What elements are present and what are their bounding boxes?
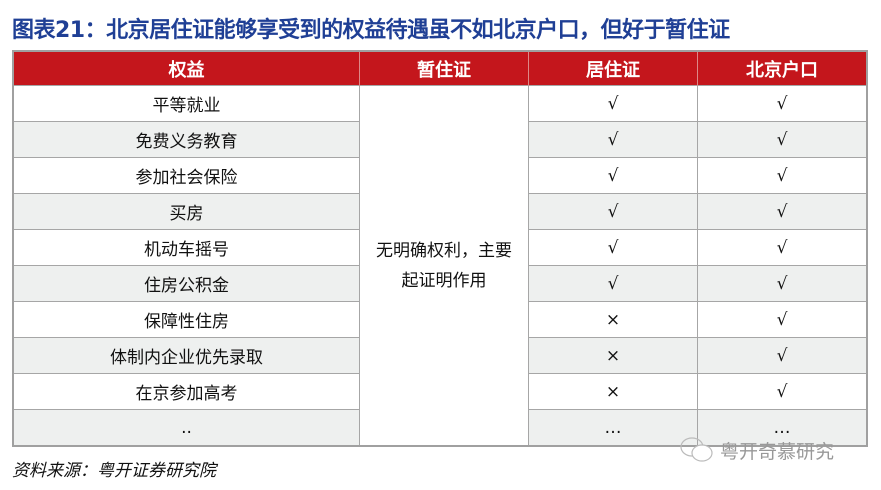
cell-right: 机动车摇号 — [12, 229, 360, 266]
cell-right: 参加社会保险 — [12, 157, 360, 194]
cell-beijing-hukou: √ — [697, 373, 868, 410]
watermark-text: 粤开奇慕研究 — [720, 440, 835, 463]
table-row: 在京参加高考 × √ — [12, 373, 868, 410]
table-row: 住房公积金 √ √ — [12, 265, 868, 302]
cell-right: 免费义务教育 — [12, 121, 360, 158]
temporary-permit-note: 无明确权利，主要起证明作用 — [376, 240, 512, 291]
cell-residence-permit: … — [528, 409, 698, 447]
cell-beijing-hukou: √ — [697, 193, 868, 230]
wechat-icon — [680, 437, 713, 462]
watermark: 粤开奇慕研究 — [680, 436, 834, 464]
cell-beijing-hukou: √ — [697, 337, 868, 374]
header-residence-permit: 居住证 — [528, 51, 698, 86]
table-row: 平等就业 无明确权利，主要起证明作用 √ √ — [12, 85, 868, 447]
header-temporary-permit: 暂住证 — [359, 51, 529, 86]
cell-right: 买房 — [12, 193, 360, 230]
cell-beijing-hukou: √ — [697, 85, 868, 122]
source-note: 资料来源：粤开证券研究院 — [12, 461, 216, 481]
table-row: 机动车摇号 √ √ — [12, 229, 868, 266]
cell-beijing-hukou: √ — [697, 265, 868, 302]
cell-residence-permit: × — [528, 373, 698, 410]
cell-beijing-hukou: √ — [697, 121, 868, 158]
cell-residence-permit: √ — [528, 121, 698, 158]
header-beijing-hukou: 北京户口 — [697, 51, 867, 86]
table-row: .. …… — [12, 409, 868, 447]
cell-right: 住房公积金 — [12, 265, 360, 302]
table-row: 参加社会保险 √ √ — [12, 157, 868, 194]
cell-right: 保障性住房 — [12, 301, 360, 338]
cell-beijing-hukou: √ — [697, 229, 868, 266]
cell-residence-permit: × — [528, 337, 698, 374]
table-row: 免费义务教育 √ √ — [12, 121, 868, 158]
cell-residence-permit: √ — [528, 193, 698, 230]
table-header-row: 权益 暂住证 居住证 北京户口 — [12, 51, 867, 86]
header-rights: 权益 — [12, 51, 360, 86]
cell-temporary-permit: 无明确权利，主要起证明作用 — [359, 85, 529, 447]
cell-beijing-hukou: … — [697, 409, 868, 447]
cell-residence-permit: √ — [528, 157, 698, 194]
cell-right: 在京参加高考 — [12, 373, 360, 410]
cell-residence-permit: √ — [528, 229, 698, 266]
cell-residence-permit: √ — [528, 85, 698, 122]
cell-beijing-hukou: √ — [697, 301, 868, 338]
cell-right: 体制内企业优先录取 — [12, 337, 360, 374]
cell-right: .. — [12, 409, 360, 447]
cell-residence-permit: × — [528, 301, 698, 338]
rights-table: 权益 暂住证 居住证 北京户口 平等就业 无明确权利，主要起证明作用 √ √ 免费义务教… — [12, 50, 868, 447]
cell-beijing-hukou: √ — [697, 157, 868, 194]
cell-residence-permit: √ — [528, 265, 698, 302]
cell-right: 平等就业 — [12, 85, 360, 122]
figure-title: 图表21：北京居住证能够享受到的权益待遇虽不如北京户口，但好于暂住证 — [12, 18, 730, 43]
